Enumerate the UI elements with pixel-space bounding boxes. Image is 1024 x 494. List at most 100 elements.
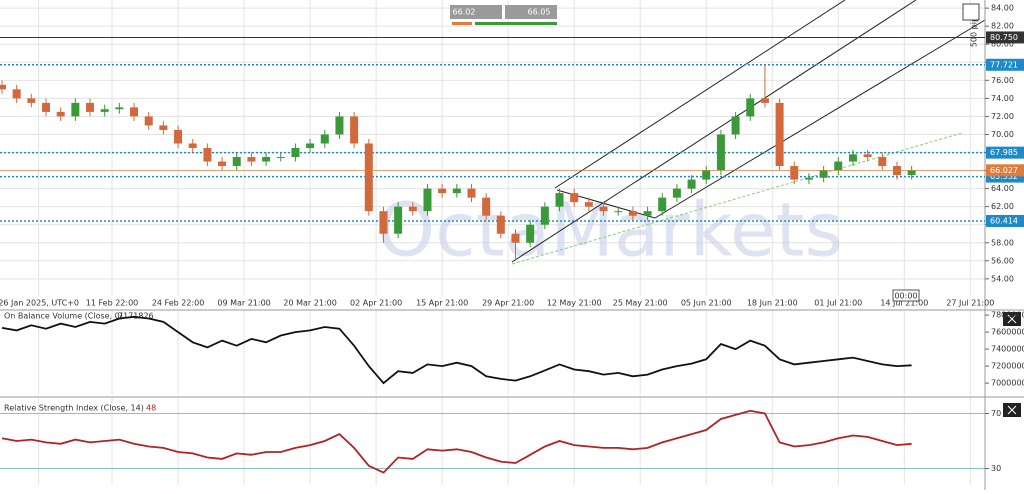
y-tick-label: 62.00 — [991, 202, 1014, 211]
candle-body — [511, 233, 520, 243]
candle-body — [482, 197, 491, 216]
candle-body — [232, 157, 241, 167]
candle-body — [584, 202, 593, 207]
x-tick-label: 01 Jul 21:00 — [814, 299, 862, 308]
level-tag — [986, 58, 1024, 71]
y-tick-label: 7400000 — [991, 345, 1024, 354]
y-tick-label: 76.00 — [991, 76, 1014, 85]
trend-line — [511, 132, 963, 265]
x-tick-label: 26 Jan 2025, UTC+0 — [0, 299, 79, 308]
close-icon — [1007, 405, 1017, 415]
rsi-title: Relative Strength Index (Close, 14) — [4, 404, 144, 413]
candle-body — [863, 154, 872, 158]
channel-line — [554, 0, 846, 189]
candle-body — [540, 206, 549, 225]
rsi-value: 48 — [146, 404, 156, 413]
x-tick-label: 27 Jul 21:00 — [946, 299, 994, 308]
x-tick-label: 29 Apr 21:00 — [482, 299, 534, 308]
candle-body — [42, 102, 51, 112]
level-label: 60.414 — [990, 216, 1018, 225]
level-label: 77.721 — [990, 60, 1018, 69]
candle-body — [218, 161, 227, 167]
candle-body — [262, 157, 271, 162]
candle-body — [570, 193, 579, 203]
candle-body — [878, 157, 887, 167]
candle-body — [174, 129, 183, 144]
y-tick-label: 84.00 — [991, 4, 1014, 13]
candle-body — [408, 206, 417, 212]
y-tick-label: 64.00 — [991, 184, 1014, 193]
candle-body — [819, 170, 828, 178]
sell-bar — [452, 22, 472, 25]
level-label: 67.985 — [990, 148, 1018, 157]
candle-body — [203, 148, 212, 162]
candle-body — [247, 157, 256, 162]
buy-button[interactable] — [505, 5, 557, 19]
candle-body — [12, 89, 21, 99]
candle-body — [56, 111, 65, 117]
x-tick-label: 02 Apr 21:00 — [350, 299, 402, 308]
drawings — [511, 0, 986, 265]
candle-body — [731, 116, 740, 135]
candle-body — [452, 188, 461, 194]
candle-body — [496, 215, 505, 234]
candle-body — [804, 177, 813, 180]
candle-body — [746, 98, 755, 117]
candle-body — [335, 116, 344, 135]
resistance-label: 80.750 — [990, 33, 1018, 42]
x-tick-label: 15 Apr 21:00 — [416, 299, 468, 308]
toolbar[interactable]: 66.02 66.05 — [450, 5, 557, 25]
y-tick-label: 7600000 — [991, 328, 1024, 337]
y-tick-label: 7800000 — [991, 311, 1024, 320]
time-tag-box — [892, 289, 920, 302]
y-tick-label: 7000000 — [991, 379, 1024, 388]
candle-body — [364, 143, 373, 212]
watermark-group: OctaMarkets — [377, 188, 843, 274]
y-tick-label: 56.00 — [991, 256, 1014, 265]
candle-body — [614, 211, 623, 213]
x-tick-label: 20 Mar 21:00 — [283, 299, 336, 308]
candle-body — [423, 188, 432, 212]
x-tick-label: 05 Jun 21:00 — [681, 299, 732, 308]
candle-body — [379, 211, 388, 234]
sell-button[interactable] — [450, 5, 502, 19]
candle-body — [716, 134, 725, 171]
candle-body — [599, 206, 608, 212]
y-tick-label: 54.00 — [991, 274, 1014, 283]
y-tick-label: 74.00 — [991, 94, 1014, 103]
candle-body — [86, 102, 95, 112]
obv-value: 7171826 — [118, 312, 154, 321]
candle-body — [687, 179, 696, 189]
candle-body — [276, 157, 285, 159]
x-tick-label: 25 May 21:00 — [613, 299, 668, 308]
pips-label: 500 pips — [970, 13, 979, 47]
candle-body — [555, 193, 564, 207]
candle-body — [702, 170, 711, 180]
y-tick-label: 7200000 — [991, 362, 1024, 371]
candle-body — [100, 109, 109, 112]
current-label: 66.027 — [990, 166, 1018, 175]
candle-body — [467, 188, 476, 198]
candle-body — [790, 166, 799, 180]
candle-body — [628, 211, 637, 216]
x-tick-label: 12 May 21:00 — [547, 299, 602, 308]
candle-body — [188, 143, 197, 148]
resistance-tag — [986, 31, 1024, 44]
x-tick-label: 14 Jul 21:00 — [880, 299, 928, 308]
candle-body — [658, 197, 667, 212]
candle-body — [144, 116, 153, 126]
candle-body — [394, 206, 403, 234]
candle-body — [320, 134, 329, 144]
candle-body — [834, 161, 843, 171]
edit-button[interactable] — [962, 3, 980, 21]
candle-body — [350, 116, 359, 144]
current-tag — [986, 164, 1024, 177]
candle-body — [760, 98, 769, 103]
level-tag — [986, 146, 1024, 159]
obv-title: On Balance Volume (Close, 0) — [4, 312, 123, 321]
candle-body — [672, 188, 681, 198]
y-tick-label: 80.00 — [991, 40, 1014, 49]
ask: 66.05 — [528, 8, 551, 17]
